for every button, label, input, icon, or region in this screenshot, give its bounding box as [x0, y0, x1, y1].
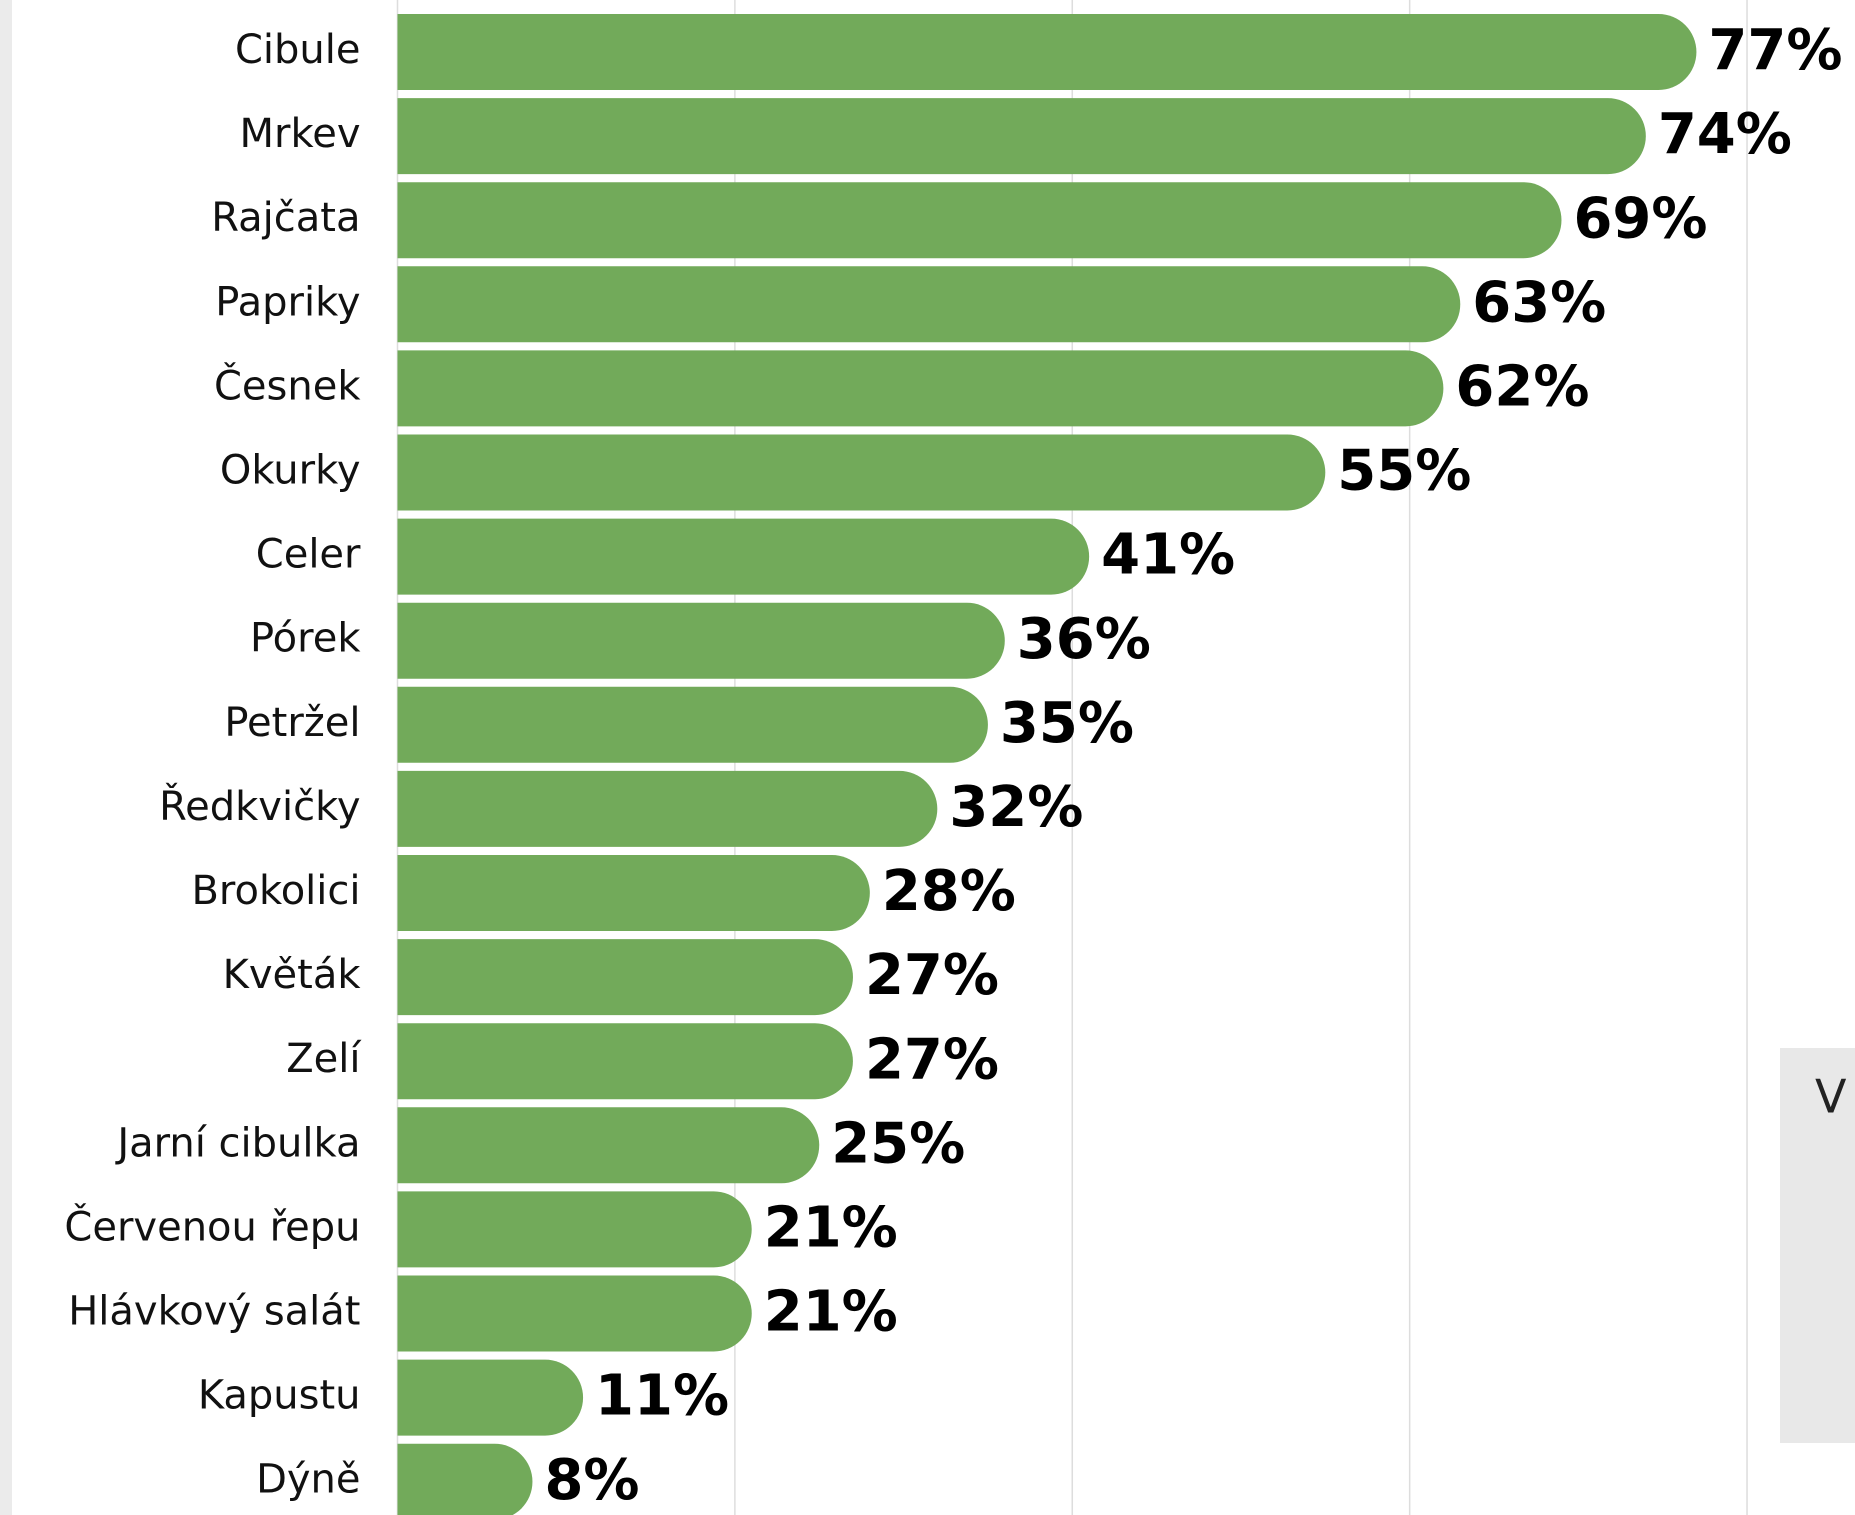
- category-label: Cibule: [235, 27, 361, 73]
- value-label: 69%: [1573, 186, 1707, 251]
- value-label: 21%: [764, 1196, 898, 1261]
- value-label: 77%: [1708, 18, 1842, 83]
- value-label: 35%: [1000, 691, 1134, 756]
- bar: [397, 1443, 533, 1515]
- bar: [397, 686, 988, 763]
- category-label: Pórek: [250, 616, 361, 662]
- value-label: 62%: [1455, 355, 1589, 420]
- category-label: Červenou řepu: [64, 1202, 360, 1250]
- bar: [397, 1275, 752, 1352]
- bar: [397, 939, 853, 1016]
- category-label: Jarní cibulka: [114, 1120, 360, 1166]
- value-label: 27%: [865, 943, 999, 1008]
- left-strip: [0, 0, 12, 1515]
- bar: [397, 266, 1461, 343]
- bar: [397, 1191, 752, 1268]
- bar: [397, 1107, 820, 1184]
- category-label: Petržel: [224, 700, 360, 746]
- value-label: 32%: [949, 775, 1083, 840]
- category-label: Papriky: [215, 279, 360, 325]
- category-label: Mrkev: [240, 111, 361, 157]
- bar: [397, 182, 1562, 259]
- category-label: Ředkvičky: [159, 782, 360, 830]
- bar: [397, 770, 938, 847]
- value-label: 25%: [831, 1111, 965, 1176]
- bar: [397, 14, 1697, 90]
- category-label: Celer: [256, 532, 361, 578]
- bar: [397, 434, 1326, 511]
- value-label: 74%: [1658, 102, 1792, 167]
- bar: [397, 518, 1090, 595]
- category-label: Kapustu: [198, 1373, 361, 1419]
- category-label: Brokolici: [191, 868, 360, 914]
- category-label: Okurky: [220, 448, 361, 494]
- value-label: 36%: [1017, 607, 1151, 672]
- side-text: V: [1815, 1070, 1847, 1124]
- value-label: 27%: [865, 1027, 999, 1092]
- category-label: Česnek: [214, 361, 361, 409]
- bar: [397, 1023, 853, 1100]
- value-label: 41%: [1101, 523, 1235, 588]
- value-label: 11%: [595, 1364, 729, 1429]
- bar: [397, 350, 1444, 427]
- category-label: Květák: [223, 952, 362, 998]
- value-label: 55%: [1337, 439, 1471, 504]
- bar: [397, 855, 870, 931]
- bar: [397, 1359, 584, 1436]
- category-label: Zelí: [286, 1036, 362, 1082]
- value-label: 28%: [882, 859, 1016, 924]
- category-label: Hlávkový salát: [68, 1289, 360, 1335]
- value-label: 63%: [1472, 270, 1606, 335]
- category-label: Dýně: [256, 1457, 360, 1503]
- value-label: 8%: [544, 1448, 639, 1513]
- value-label: 21%: [764, 1280, 898, 1345]
- category-label: Rajčata: [211, 195, 360, 241]
- bar: [397, 98, 1646, 175]
- side-panel: [1780, 1048, 1855, 1443]
- bar: [397, 602, 1005, 679]
